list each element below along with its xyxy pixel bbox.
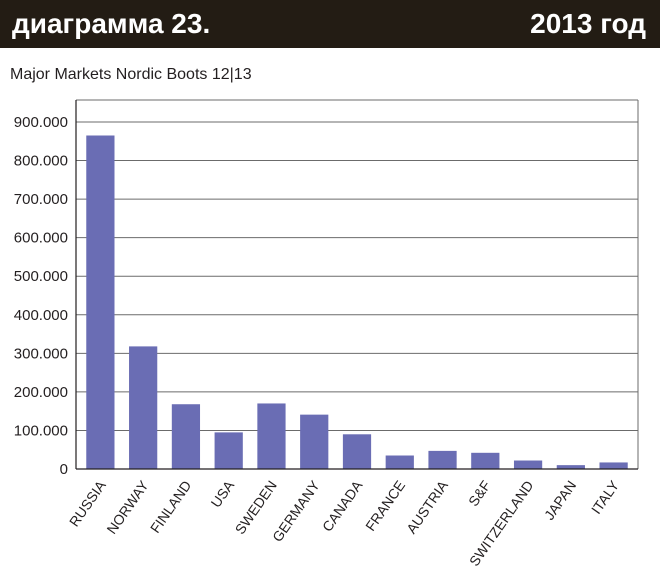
x-tick-label: RUSSIA — [66, 477, 109, 529]
y-tick-label: 600.000 — [14, 230, 68, 247]
bar — [385, 455, 414, 469]
header-bar: диаграмма 23. 2013 год — [0, 0, 660, 48]
y-tick-label: 0 — [60, 461, 68, 478]
bar — [129, 346, 158, 469]
y-axis-ticks: 0 100.000 200.000 300.000 400.000 500.000 600.… — [14, 114, 68, 478]
y-tick-label: 200.000 — [14, 384, 68, 401]
axes — [75, 100, 639, 470]
bar — [257, 403, 286, 469]
year-label: 2013 год — [530, 8, 646, 39]
bar — [86, 135, 115, 469]
bar — [428, 450, 457, 469]
y-tick-label: 500.000 — [14, 268, 68, 285]
bar — [171, 404, 201, 469]
x-tick-label: ITALY — [588, 477, 623, 517]
gridlines — [76, 99, 638, 470]
bar — [214, 432, 243, 469]
bar — [471, 452, 500, 469]
chart-title: Major Markets Nordic Boots 12|13 — [10, 66, 252, 83]
bar — [300, 414, 329, 469]
bar — [342, 434, 372, 469]
bar — [513, 460, 543, 469]
x-tick-label: S&F — [465, 478, 494, 509]
bar — [556, 465, 585, 469]
y-tick-label: 100.000 — [14, 422, 68, 439]
y-tick-label: 900.000 — [14, 114, 68, 131]
x-tick-label: SWEDEN — [232, 478, 280, 538]
x-tick-label: USA — [208, 477, 238, 510]
y-tick-label: 300.000 — [14, 345, 68, 362]
x-tick-label: FRANCE — [362, 478, 408, 534]
figure-number: диаграмма 23. — [12, 8, 211, 39]
x-tick-label: NORWAY — [103, 477, 152, 537]
x-tick-label: CANADA — [319, 477, 366, 535]
y-tick-label: 700.000 — [14, 191, 68, 208]
x-tick-label: AUSTRIA — [403, 477, 451, 536]
x-tick-label: JAPAN — [541, 478, 579, 523]
bar — [599, 462, 628, 469]
y-tick-label: 400.000 — [14, 307, 68, 324]
y-tick-label: 800.000 — [14, 153, 68, 170]
x-tick-label: FINLAND — [147, 478, 194, 536]
bars — [86, 135, 628, 469]
